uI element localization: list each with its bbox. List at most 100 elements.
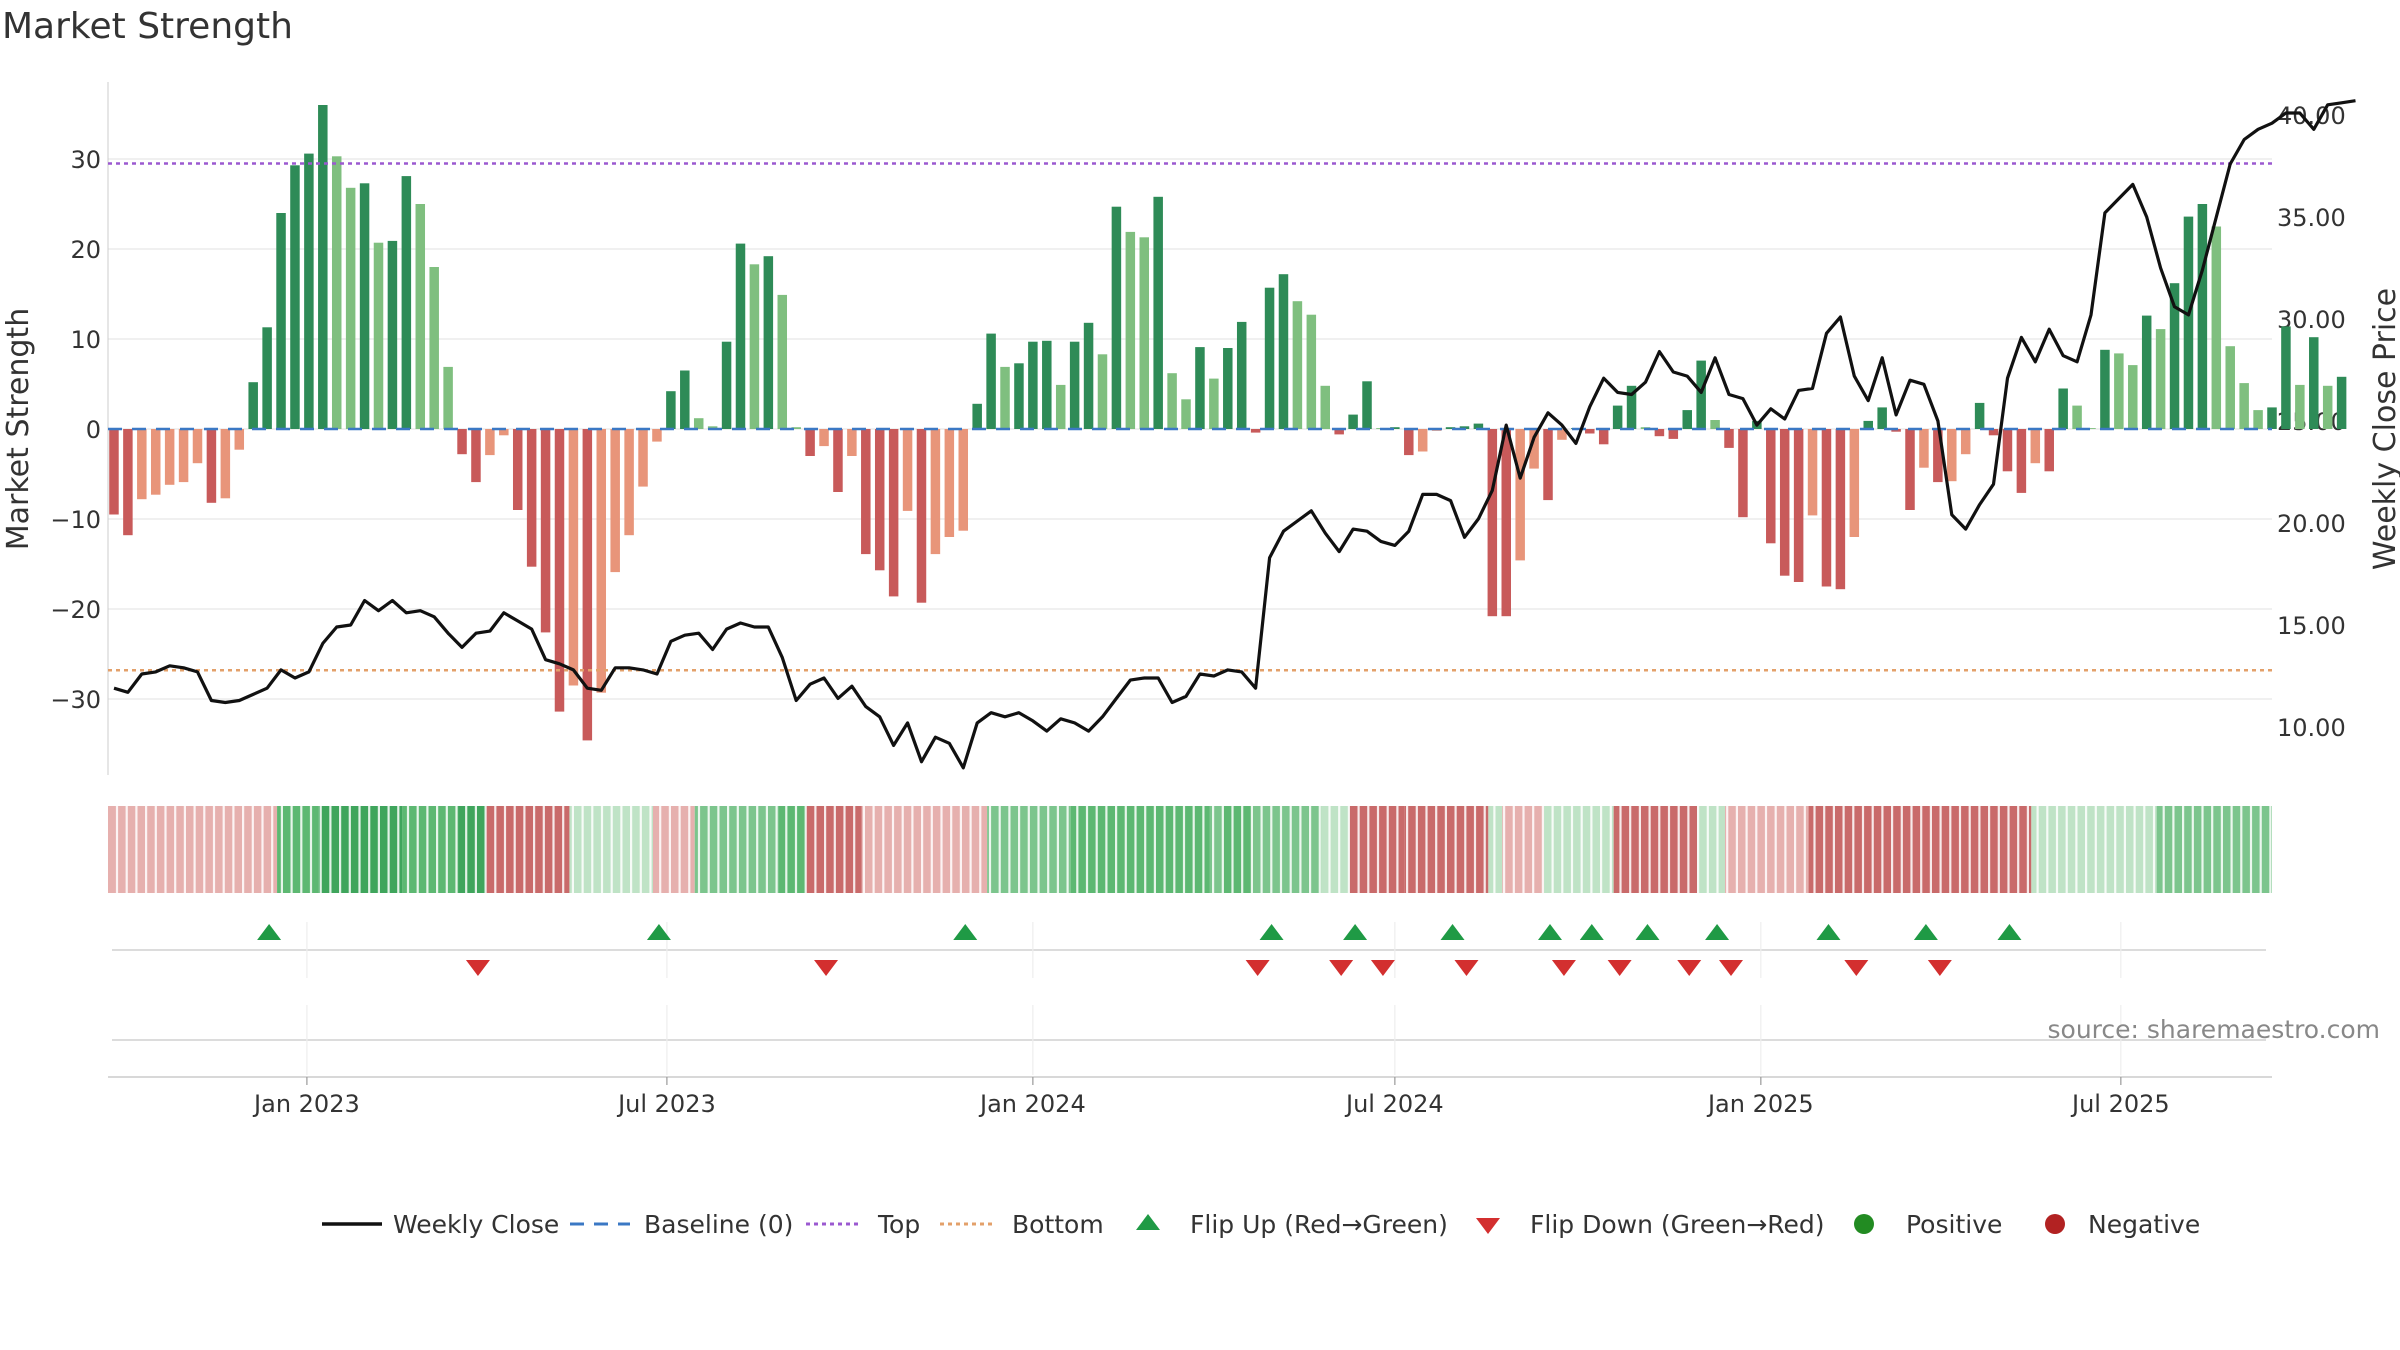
strength-bar (2169, 283, 2180, 429)
strength-bar (1863, 420, 1873, 429)
legend-label: Bottom (1012, 1210, 1104, 1239)
x-tick-label: Jul 2025 (2070, 1090, 2170, 1118)
strength-bar (2336, 376, 2347, 429)
strength-bar (1250, 429, 1261, 433)
strength-bar (1362, 381, 1372, 429)
heat-block (1613, 806, 1698, 893)
strength-bar (2197, 204, 2208, 429)
strength-bar (2225, 346, 2235, 429)
heat-block (1070, 806, 1210, 893)
strength-bar (2295, 384, 2305, 429)
strength-bar (318, 105, 328, 429)
strength-bar (888, 429, 899, 597)
strength-bar (234, 429, 245, 450)
weekly-close-line (113, 99, 2356, 770)
flip-down-marker (1245, 960, 1270, 976)
reference-lines (108, 162, 2272, 672)
heat-block (1808, 806, 2032, 893)
strength-bar (429, 267, 439, 429)
strength-bar (554, 429, 565, 712)
flip-down-marker (1370, 960, 1395, 976)
strength-bar (512, 429, 523, 510)
heat-block (402, 806, 459, 893)
legend-label: Weekly Close (393, 1210, 559, 1239)
strength-bar (1766, 429, 1776, 544)
strength-bar (930, 429, 941, 555)
strength-bar (1459, 426, 1470, 429)
flip-up-marker (1343, 924, 1368, 940)
strength-bar (192, 429, 203, 464)
right-tick-label: 20.00 (2277, 510, 2346, 538)
strength-bar (1612, 405, 1623, 429)
x-tick-label: Jul 2023 (616, 1090, 716, 1118)
strength-bar (596, 429, 607, 693)
strength-bar (1598, 429, 1609, 445)
strength-bar (304, 153, 314, 429)
strength-bar (2281, 326, 2291, 429)
strength-bar (1919, 429, 1929, 468)
strength-bar (387, 240, 398, 429)
strength-bar (1821, 429, 1832, 587)
strength-bar (220, 429, 231, 499)
legend-label: Flip Up (Red→Green) (1190, 1210, 1448, 1239)
strength-bar (1097, 354, 1108, 429)
flip-up-marker (646, 924, 671, 940)
heat-block (1697, 806, 1726, 893)
strength-bar (1557, 429, 1567, 440)
strength-bar (1891, 429, 1901, 432)
strength-bar (1473, 423, 1484, 429)
strength-bar (457, 429, 467, 455)
strength-bar (1083, 322, 1094, 429)
strength-bar (2016, 429, 2027, 493)
strength-bar (944, 429, 955, 537)
strength-bar (1264, 287, 1275, 429)
strength-bar (1153, 196, 1163, 429)
strength-bar (1195, 347, 1205, 429)
heat-block (1544, 806, 1614, 893)
legend-label: Top (877, 1210, 920, 1239)
strength-bar (485, 429, 495, 456)
strength-bar (345, 187, 356, 429)
strength-bar (1905, 429, 1915, 510)
strength-bar (1278, 274, 1289, 429)
left-tick-label: 0 (86, 416, 101, 444)
strength-bar (1000, 366, 1010, 429)
strength-bar (666, 391, 676, 429)
strength-bar (526, 429, 537, 567)
right-axis-title: Weekly Close Price (2368, 288, 2400, 570)
strength-bar (986, 333, 996, 429)
legend-swatch-flip-down (1476, 1218, 1500, 1234)
flip-up-marker (1440, 924, 1465, 940)
strength-bar (123, 429, 133, 536)
strength-bar (1626, 385, 1637, 429)
strength-bar (805, 429, 815, 456)
strength-bar (763, 256, 774, 429)
strength-bar (1501, 429, 1511, 617)
strength-bar (735, 243, 746, 429)
flip-up-marker (1913, 924, 1938, 940)
heat-block (277, 806, 319, 893)
heat-block (2031, 806, 2157, 893)
strength-bars (109, 105, 2347, 741)
flip-up-marker (1259, 924, 1284, 940)
strength-bar (1417, 429, 1428, 452)
strength-bar (777, 294, 788, 429)
flip-up-marker (1816, 924, 1841, 940)
strength-bar (568, 429, 579, 686)
strength-bar (2030, 429, 2041, 464)
strength-bar (2309, 337, 2319, 429)
source-note: source: sharemaestro.com (2047, 1015, 2381, 1044)
strength-bar (150, 429, 161, 495)
strength-bar (1306, 314, 1317, 429)
left-tick-label: −20 (50, 596, 101, 624)
x-tick-label: Jan 2024 (978, 1090, 1086, 1118)
strength-bar (443, 366, 453, 429)
strength-bar (1320, 385, 1330, 429)
strength-bar (415, 204, 426, 429)
strength-bar (2155, 329, 2166, 429)
flip-down-marker (814, 960, 839, 976)
left-tick-label: −10 (50, 506, 101, 534)
legend-swatch-positive (1854, 1214, 1874, 1234)
strength-bar (1779, 429, 1790, 576)
